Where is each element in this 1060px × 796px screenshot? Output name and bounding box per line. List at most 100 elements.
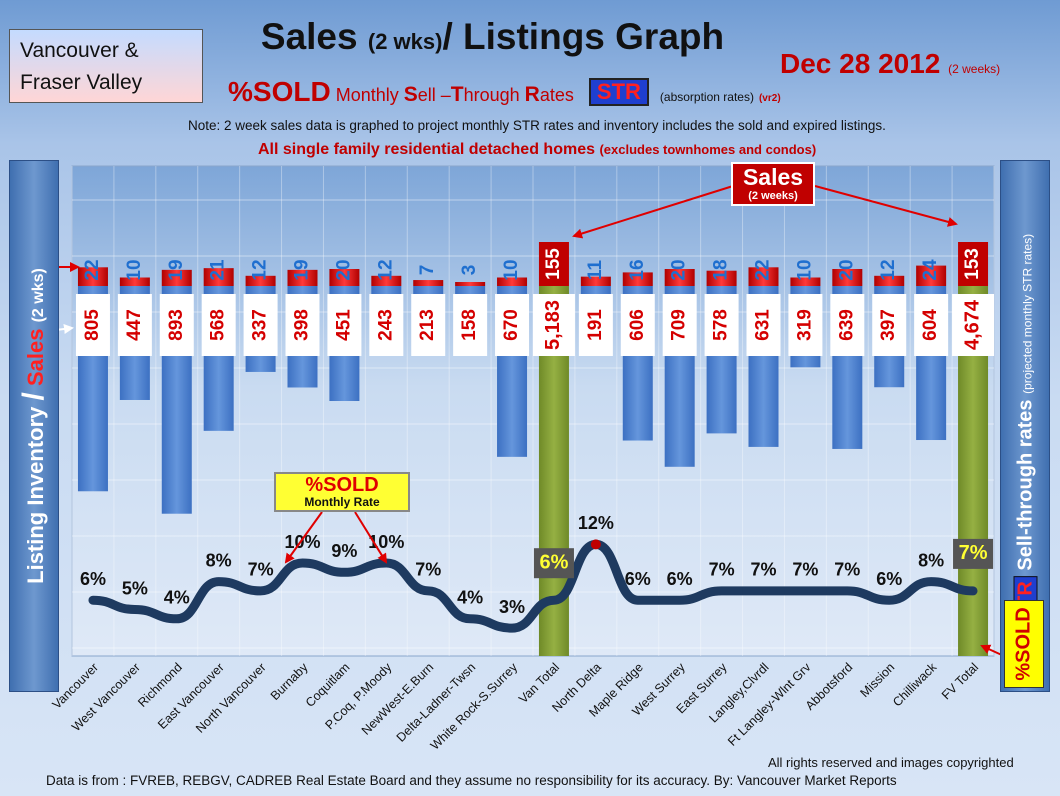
inventory-label-box [495, 294, 530, 356]
left-axis-part2: (2 wks) [30, 268, 47, 323]
sales-label: 19 [292, 259, 313, 280]
str-label: 6% [667, 569, 693, 589]
str-label: 6% [80, 569, 106, 589]
str-label: 7% [959, 542, 988, 564]
title-paren: (2 wks) [367, 29, 443, 54]
subtitle-version: (vr2) [758, 93, 781, 104]
inventory-label: 319 [794, 309, 815, 341]
inventory-label-box [952, 294, 995, 356]
inventory-label: 5,183 [542, 300, 564, 350]
sales-label: 10 [794, 259, 815, 280]
inventory-label-box [788, 294, 823, 356]
x-tick-label: NewWest-E.Burn [359, 660, 437, 738]
sales-bar [245, 275, 276, 286]
sales-bar [329, 269, 360, 286]
sales-bars [77, 242, 989, 286]
sales-bar [455, 282, 486, 286]
inventory-label: 578 [711, 309, 732, 341]
subtitle-ates: ates [539, 85, 574, 105]
inventory-label: 670 [501, 309, 522, 341]
str-label: 6% [876, 569, 902, 589]
str-peak-marker [590, 539, 601, 550]
sales-label: 20 [836, 259, 857, 280]
sales-arrow-fv [814, 185, 958, 227]
str-label: 9% [331, 541, 357, 561]
inventory-label-box [578, 294, 613, 356]
sold-arrow-2 [354, 511, 388, 564]
sales-bar [413, 280, 444, 286]
subtitle-s: S [403, 83, 418, 106]
sales-labels: 22 10 19 21 12 19 20 12 7 3 10 155 11 16 20 18 22 10 20 12 2… [82, 248, 983, 281]
str-label: 7% [709, 560, 735, 580]
sales-bar [77, 267, 108, 286]
right-axis-sub: (projected monthly STR rates) [1020, 233, 1035, 394]
region-box: Vancouver & Fraser Valley [9, 29, 203, 103]
x-tick-label: Mission [857, 660, 897, 700]
sales-label: 20 [333, 259, 354, 280]
sales-bar [958, 242, 989, 286]
title-rest: / Listings Graph [442, 16, 725, 57]
inventory-label: 4,674 [961, 299, 983, 350]
str-label: 7% [248, 560, 274, 580]
sales-bar [748, 267, 779, 286]
subtitle-monthly: Monthly [335, 85, 404, 105]
sales-label: 22 [82, 259, 103, 280]
subtitle-ell: ell – [417, 85, 451, 105]
sales-bar [874, 275, 905, 286]
sales-label: 21 [208, 259, 229, 281]
inventory-label-box [453, 294, 488, 356]
str-line-path [88, 539, 978, 633]
left-axis-slash: / [17, 392, 50, 401]
inventory-label: 639 [836, 309, 857, 341]
sales-label: 22 [753, 259, 774, 280]
subtitle-t: T [450, 83, 464, 106]
subtitle-r: R [524, 83, 540, 106]
inventory-label: 397 [878, 309, 899, 341]
inventory-label-box [662, 294, 697, 356]
str-total-box [953, 538, 994, 569]
grid [71, 166, 995, 656]
sales-label: 18 [711, 259, 732, 280]
scope-main: All single family residential detached h… [258, 141, 595, 158]
str-label: 4% [457, 588, 483, 608]
sales-label: 10 [501, 259, 522, 280]
sales-bar [371, 275, 402, 286]
sales-label: 7 [417, 265, 438, 276]
str-label: 7% [750, 560, 776, 580]
inventory-label-box [117, 294, 152, 356]
sold-tag-text: %SOLD [1012, 607, 1035, 681]
sales-bar [538, 242, 569, 286]
sales-callout: Sales (2 weeks) [731, 162, 815, 206]
copyright: All rights reserved and images copyright… [768, 755, 1014, 770]
str-label: 7% [792, 560, 818, 580]
sales-bar [916, 265, 947, 286]
str-label: 3% [499, 597, 525, 617]
inventory-labels: 805 447 893 568 337 398 451 243 213 158 670 5,183 19… [75, 294, 995, 356]
sales-label: 10 [124, 259, 145, 280]
inventory-label: 709 [669, 309, 690, 341]
inventory-label: 631 [753, 309, 774, 341]
sales-label: 12 [250, 259, 271, 280]
sales-label: 11 [585, 260, 606, 281]
scope-line: All single family residential detached h… [258, 141, 816, 159]
inventory-label-box [327, 294, 362, 356]
title-main: Sales [260, 16, 358, 57]
sales-label: 155 [543, 248, 564, 280]
sold-callout-line2: Monthly Rate [304, 495, 380, 509]
right-axis-text: Sell-through rates [1014, 399, 1037, 571]
sales-bar [832, 269, 863, 286]
sales-callout-line1: Sales [742, 164, 804, 190]
str-label: 10% [284, 532, 320, 552]
str-badge: STR [588, 78, 649, 106]
str-label: 12% [578, 513, 614, 533]
inventory-label-box [75, 294, 110, 356]
region-line-1: Vancouver & [20, 39, 139, 62]
inventory-label: 604 [920, 309, 941, 341]
str-label: 8% [918, 550, 944, 570]
inventory-label-box [872, 294, 907, 356]
sales-bar [287, 269, 318, 286]
sales-label: 19 [166, 259, 187, 280]
sales-label: 20 [669, 259, 690, 280]
